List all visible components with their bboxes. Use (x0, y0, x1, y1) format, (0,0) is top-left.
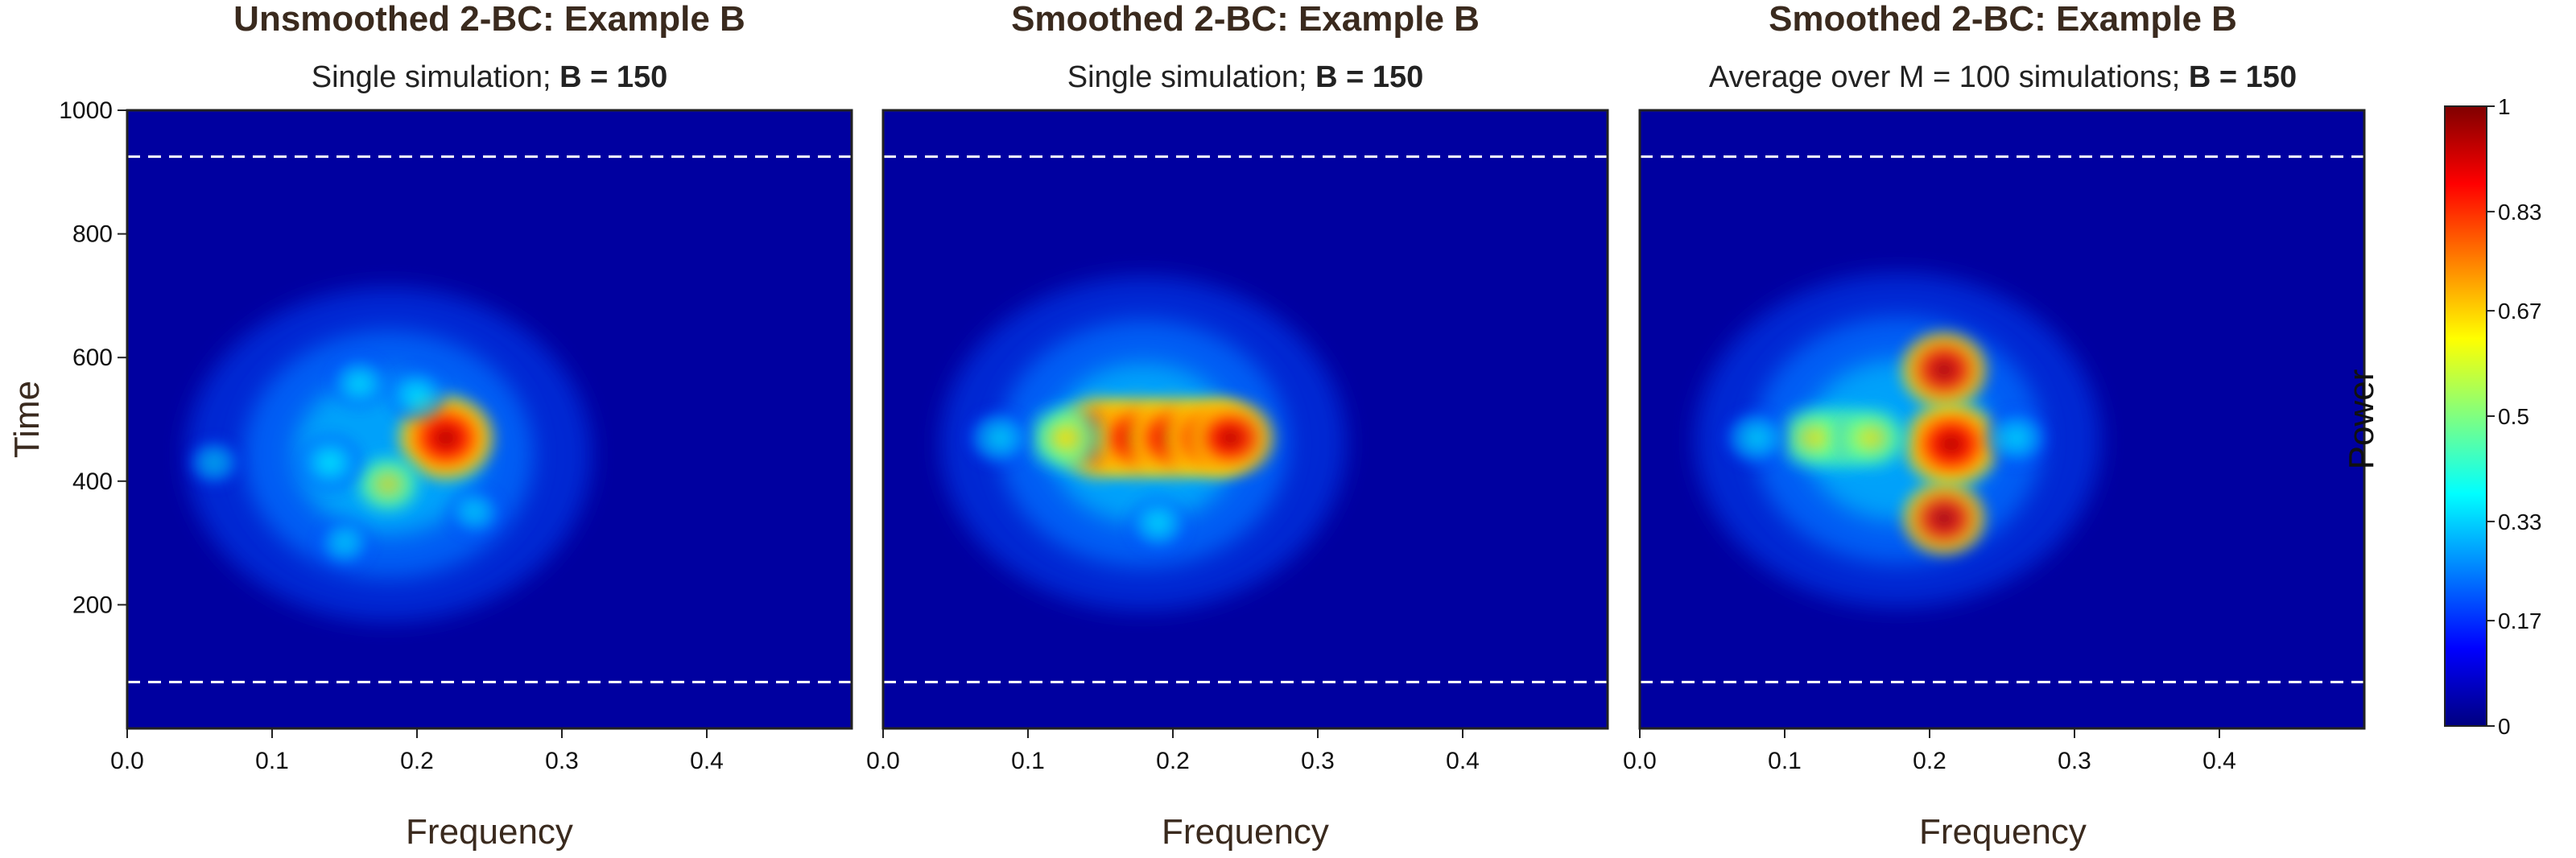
x-tick-label: 0.3 (1301, 748, 1335, 774)
x-tick-label: 0.1 (255, 748, 289, 774)
panel-2-subtitle-bold: B = 150 (1315, 60, 1423, 94)
heatmap-peak (312, 514, 377, 571)
panel-2-title: Smoothed 2-BC: Example B (1011, 0, 1480, 39)
panel-1-heatmap (184, 287, 592, 622)
y-tick-label: 200 (72, 592, 113, 618)
panel-1-title: Unsmoothed 2-BC: Example B (233, 0, 745, 39)
colorbar-tick-label: 0 (2498, 714, 2511, 739)
x-tick-label: 0.4 (2202, 748, 2236, 774)
panel-2-frame (881, 109, 1609, 730)
panel-3-subtitle: Average over M = 100 simulations; B = 15… (1709, 60, 2297, 94)
colorbar-tick-label: 0.67 (2498, 299, 2542, 324)
panel-1-x-ticks: 0.0 0.1 0.2 0.3 0.4 (110, 728, 724, 774)
panel-2-subtitle: Single simulation; B = 150 (1067, 60, 1424, 94)
heatmap-peak (1894, 325, 1994, 415)
colorbar-tick-label: 0.17 (2498, 608, 2542, 633)
panel-1-reference-lines (127, 155, 852, 683)
heatmap-peak (1827, 398, 1917, 478)
panel-1-subtitle-prefix: Single simulation; (312, 60, 559, 94)
colorbar-tick-label: 1 (2498, 94, 2511, 119)
colorbar-tick-label: 0.83 (2498, 200, 2542, 225)
x-tick-label: 0.0 (110, 748, 144, 774)
heatmap-peak (1719, 405, 1793, 471)
panel-3: Smoothed 2-BC: Example B Average over M … (1623, 0, 2366, 852)
x-tick-label: 0.3 (545, 748, 579, 774)
heatmap-peak (293, 430, 367, 495)
heatmap-peak (1018, 397, 1111, 480)
panel-1-subtitle: Single simulation; B = 150 (312, 60, 668, 94)
heatmap-peak (962, 405, 1036, 471)
panel-1-ylabel: Time (7, 381, 47, 458)
x-tick-label: 0.2 (1156, 748, 1190, 774)
x-tick-label: 0.3 (2058, 748, 2091, 774)
heatmap-peak (1979, 405, 2054, 471)
panel-3-reference-lines (1640, 155, 2364, 683)
panel-1: Unsmoothed 2-BC: Example B Single simula… (7, 0, 853, 852)
panel-2-xlabel: Frequency (1162, 812, 1329, 852)
heatmap-peak (382, 363, 452, 426)
colorbar: 0 0.17 0.33 0.5 0.67 0.83 1 Power (2342, 94, 2542, 739)
y-tick-label: 1000 (59, 97, 113, 124)
panel-3-x-ticks: 0.0 0.1 0.2 0.3 0.4 (1623, 728, 2236, 774)
colorbar-ticks: 0 0.17 0.33 0.5 0.67 0.83 1 (2487, 94, 2542, 739)
panel-2-x-ticks: 0.0 0.1 0.2 0.3 0.4 (866, 728, 1480, 774)
panel-1-frame (126, 109, 853, 730)
panel-1-subtitle-bold: B = 150 (559, 60, 667, 94)
panel-3-title: Smoothed 2-BC: Example B (1769, 0, 2237, 39)
colorbar-gradient (2444, 105, 2487, 727)
colorbar-tick-label: 0.5 (2498, 404, 2529, 429)
x-tick-label: 0.1 (1011, 748, 1045, 774)
panel-2-heatmap (940, 276, 1347, 611)
heatmap-peak (1896, 476, 1992, 561)
panel-2: Smoothed 2-BC: Example B Single simulati… (866, 0, 1609, 852)
y-tick-label: 800 (72, 221, 113, 248)
heatmap-peak (345, 447, 431, 522)
panel-3-frame (1638, 109, 2366, 730)
heatmap-peak (1123, 493, 1194, 555)
panel-3-subtitle-bold: B = 150 (2189, 60, 2297, 94)
x-tick-label: 0.1 (1768, 748, 1802, 774)
colorbar-label: Power (2342, 369, 2381, 470)
x-tick-label: 0.4 (1446, 748, 1480, 774)
panel-1-y-ticks: 200 400 600 800 1000 (59, 97, 127, 618)
heatmap-peak (324, 352, 394, 413)
heatmap-peak (443, 484, 507, 540)
panel-3-heatmap (1695, 273, 2101, 608)
panel-3-xlabel: Frequency (1919, 812, 2087, 852)
colorbar-tick-label: 0.33 (2498, 509, 2542, 534)
heatmap-peak (1181, 394, 1281, 482)
panel-2-subtitle-prefix: Single simulation; (1067, 60, 1315, 94)
panel-2-reference-lines (883, 155, 1608, 683)
panel-3-subtitle-prefix: Average over M = 100 simulations; (1709, 60, 2189, 94)
panel-1-xlabel: Frequency (406, 812, 573, 852)
x-tick-label: 0.0 (1623, 748, 1657, 774)
y-tick-label: 400 (72, 468, 113, 495)
x-tick-label: 0.0 (866, 748, 900, 774)
x-tick-label: 0.2 (400, 748, 434, 774)
x-tick-label: 0.2 (1913, 748, 1946, 774)
heatmap-peak (184, 435, 245, 489)
x-tick-label: 0.4 (690, 748, 724, 774)
y-tick-label: 600 (72, 344, 113, 371)
heatmap-peak (1897, 395, 2006, 493)
